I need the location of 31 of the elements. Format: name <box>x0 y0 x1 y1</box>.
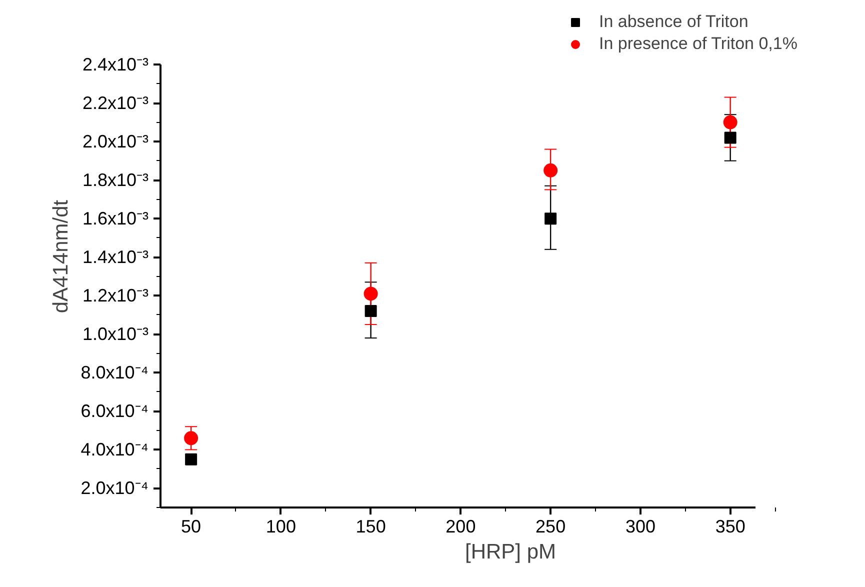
x-tick-label: 200 <box>446 516 476 536</box>
x-tick-label: 150 <box>356 516 386 536</box>
point <box>544 212 557 225</box>
y-tick-label: 6.0x10⁻⁴ <box>80 401 149 422</box>
legend-label: In presence of Triton 0,1% <box>599 34 798 54</box>
y-tick-label: 1.4x10⁻³ <box>82 247 149 268</box>
point <box>184 431 198 446</box>
point <box>364 286 378 301</box>
y-tick-label: 4.0x10⁻⁴ <box>80 440 149 460</box>
x-tick-label: 50 <box>181 516 202 536</box>
y-tick-label: 2.0x10⁻³ <box>82 132 149 152</box>
y-tick-label: 1.2x10⁻³ <box>82 286 149 306</box>
y-tick-label: 1.6x10⁻³ <box>82 208 149 229</box>
point <box>723 115 738 130</box>
point <box>364 305 377 318</box>
y-tick-label: 2.2x10⁻³ <box>82 93 149 114</box>
legend-label: In absence of Triton <box>599 12 748 32</box>
y-tick-label: 1.8x10⁻³ <box>82 170 149 190</box>
y-tick-label: 2.0x10⁻⁴ <box>80 478 149 498</box>
y-tick-label: 1.0x10⁻³ <box>82 324 149 344</box>
x-axis-title: [HRP] pM <box>464 540 556 564</box>
x-tick-label: 100 <box>266 516 296 536</box>
y-tick-label: 8.0x10⁻⁴ <box>80 362 149 383</box>
point <box>185 453 198 466</box>
point <box>724 132 736 144</box>
x-tick-label: 350 <box>715 516 746 536</box>
x-tick-label: 250 <box>536 516 566 536</box>
y-axis-title: dA414nm/dt <box>50 200 73 314</box>
x-tick-label: 300 <box>625 516 656 536</box>
y-tick-label: 2.4x10⁻³ <box>82 54 149 74</box>
point <box>544 163 558 178</box>
